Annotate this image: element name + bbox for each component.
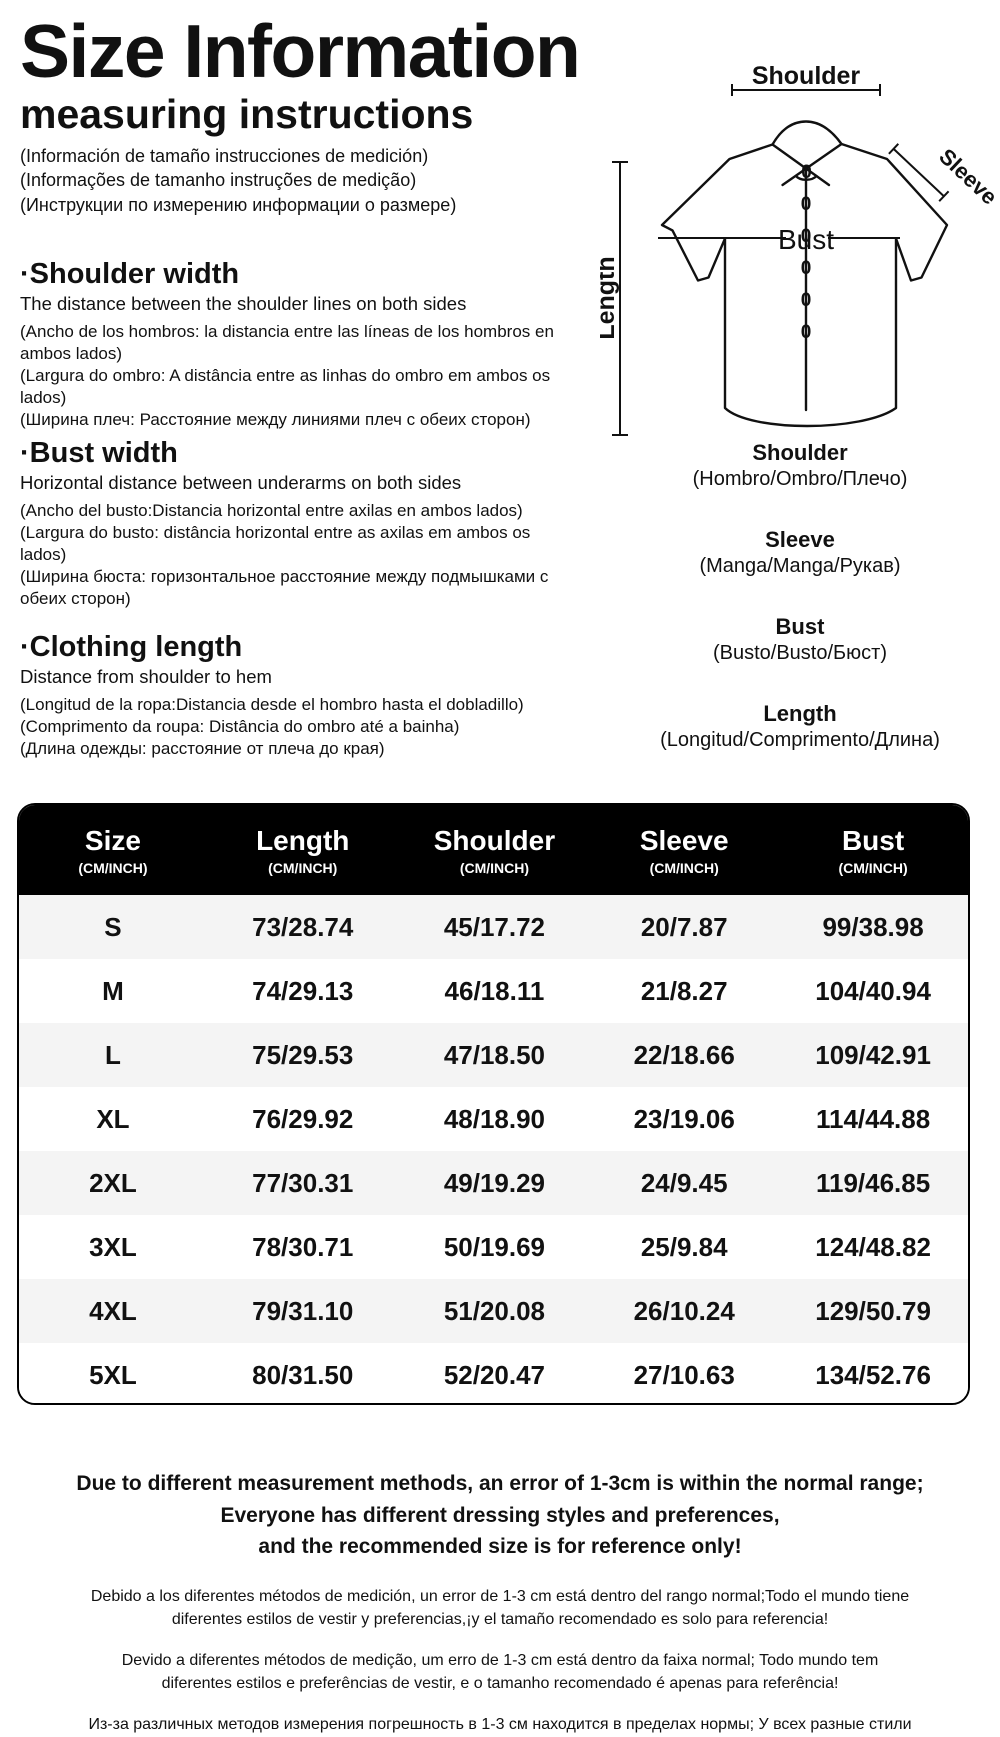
svg-text:Length: Length (600, 256, 620, 339)
svg-text:Bust: Bust (778, 224, 834, 255)
svg-text:0: 0 (801, 290, 812, 311)
svg-text:0: 0 (801, 322, 812, 343)
svg-text:0: 0 (801, 162, 812, 183)
svg-text:Sleeve: Sleeve (934, 144, 1000, 210)
svg-text:0: 0 (801, 194, 812, 215)
svg-text:Shoulder: Shoulder (752, 62, 861, 90)
svg-text:0: 0 (801, 258, 812, 279)
